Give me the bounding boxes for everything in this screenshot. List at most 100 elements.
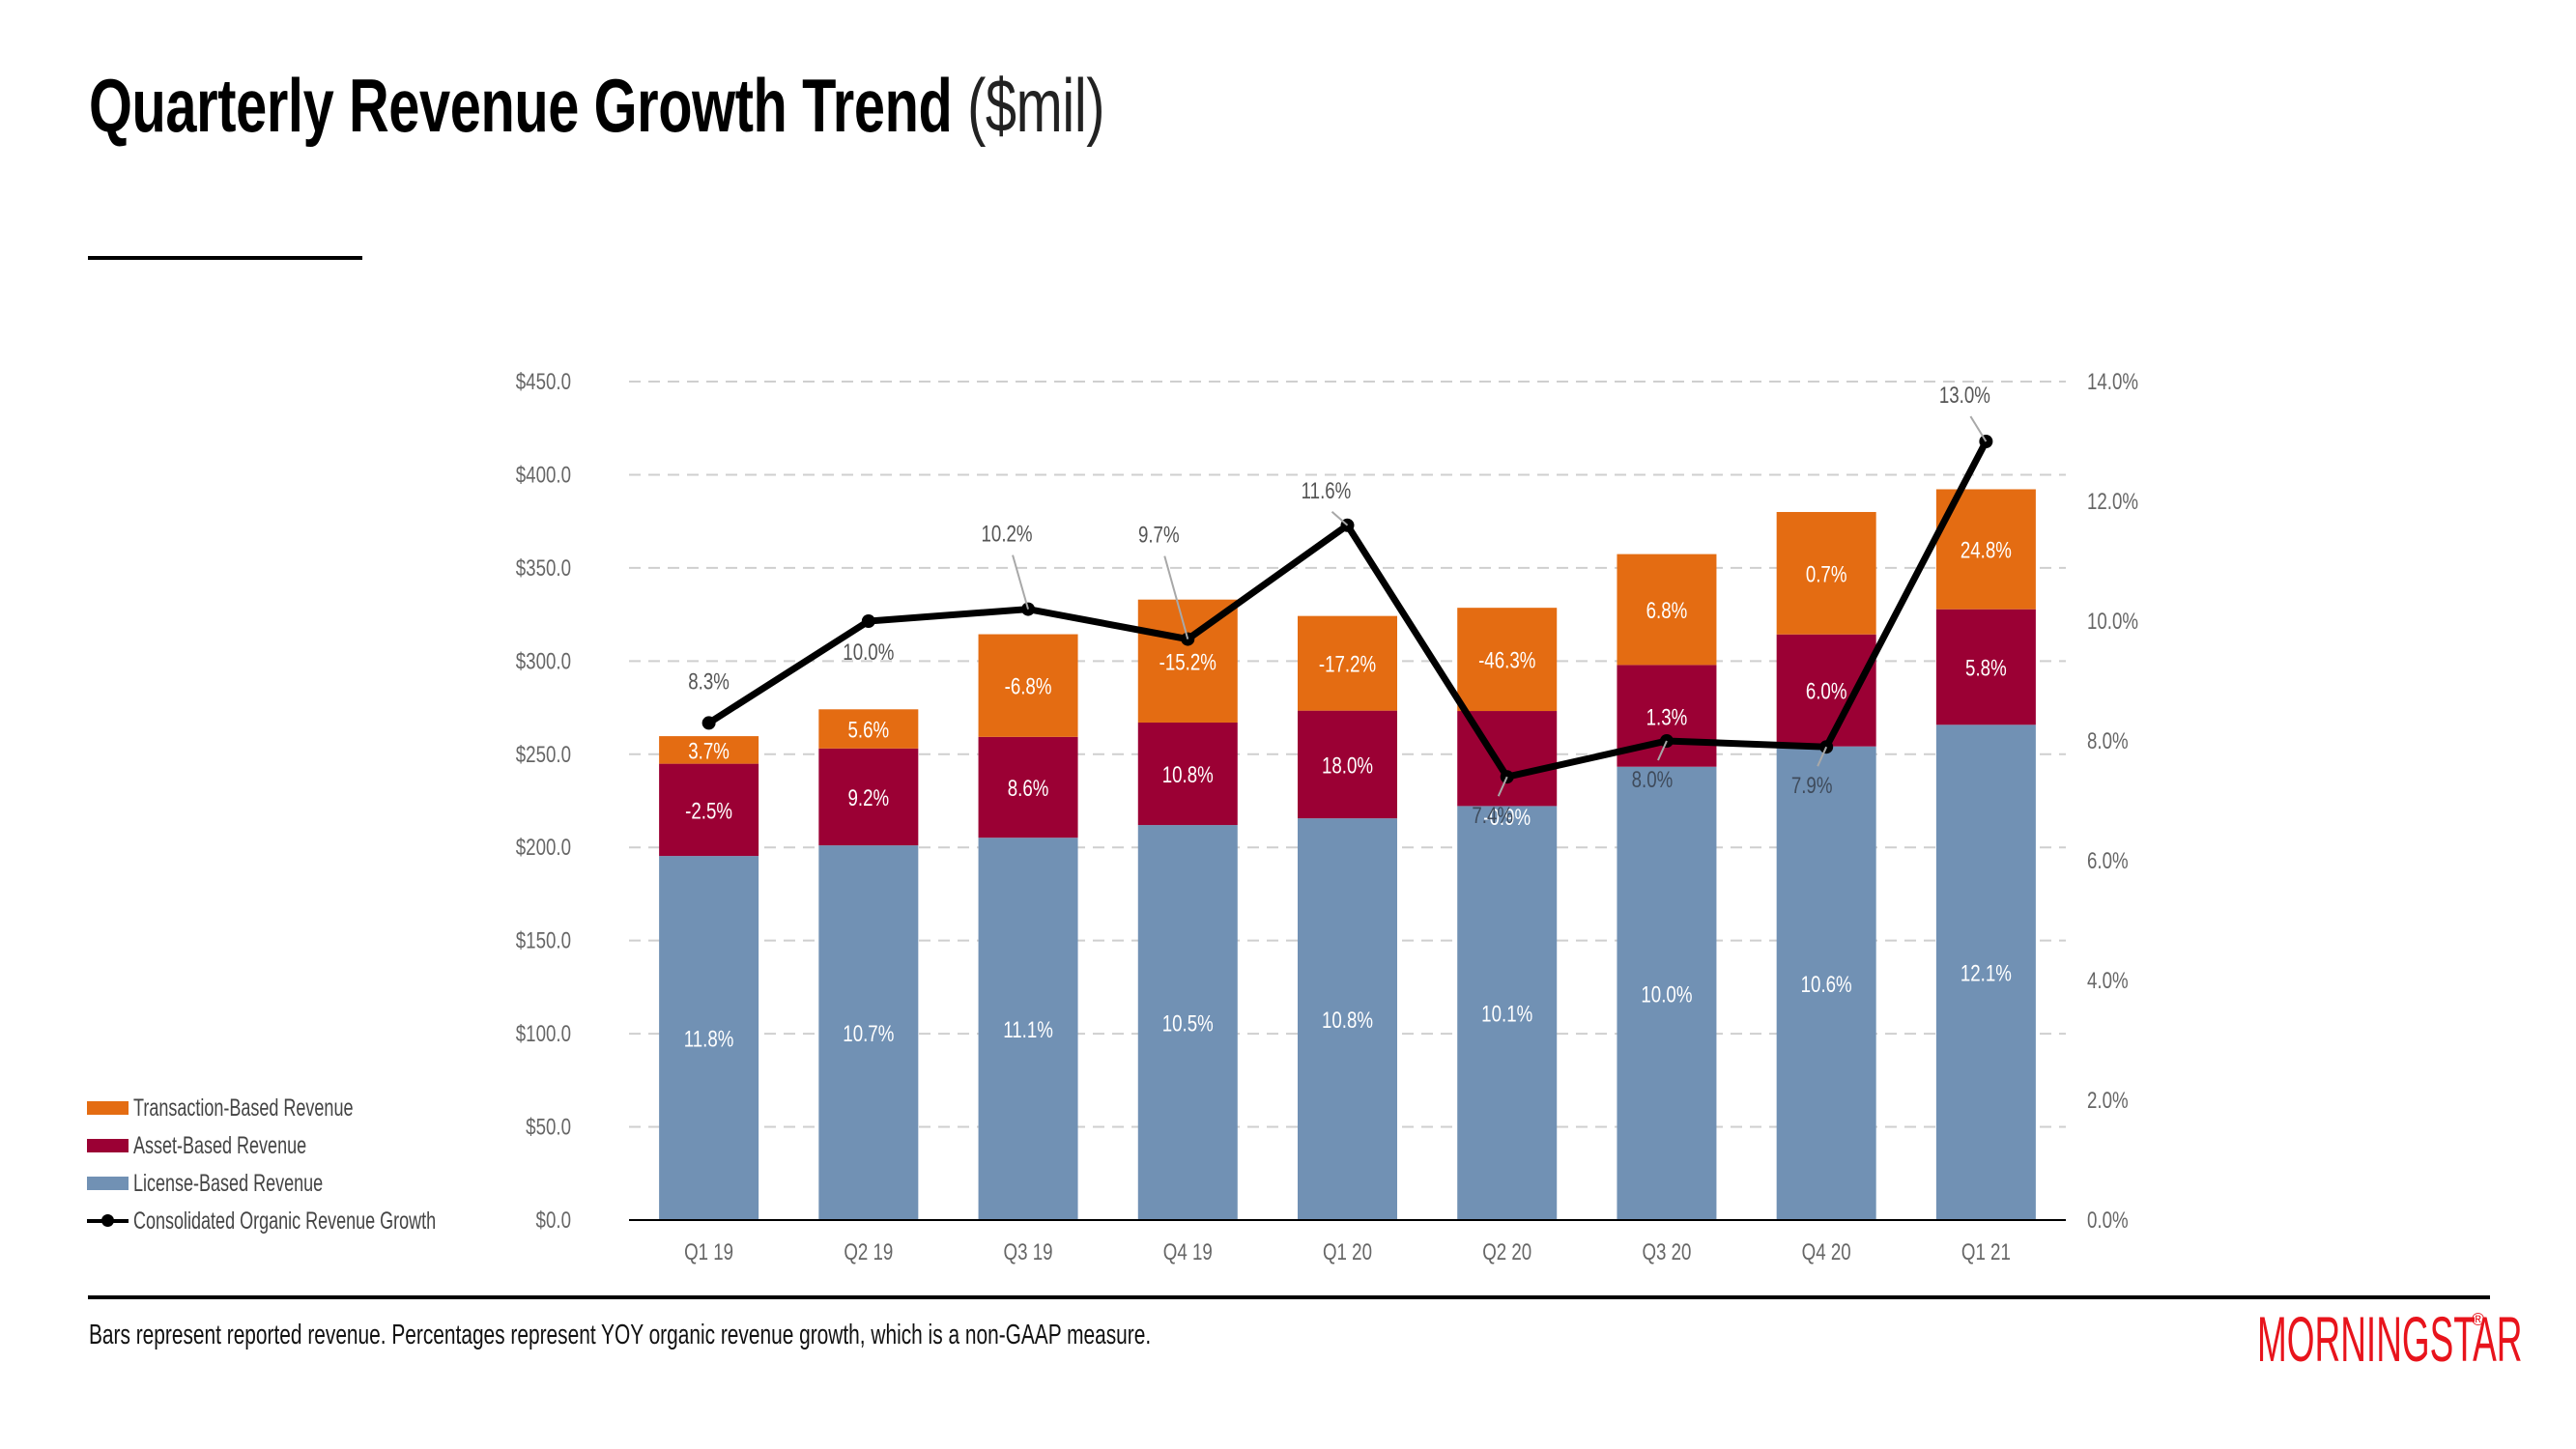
growth-label: 8.0%	[1632, 767, 1674, 793]
bar-label-transaction: 24.8%	[1961, 537, 2012, 563]
y2-tick-label: 4.0%	[2087, 968, 2129, 994]
bar-transaction	[1617, 554, 1717, 666]
growth-label-leader	[1817, 746, 1828, 767]
growth-label-leader	[1497, 776, 1508, 797]
left-axis: $0.0 $50.0 $100.0 $150.0 $200.0 $250.0 $300.0 $…	[516, 369, 571, 1234]
x-tick-label: Q4 20	[1802, 1239, 1851, 1265]
x-tick-label: Q3 20	[1642, 1239, 1691, 1265]
y-tick-label: $400.0	[516, 462, 571, 488]
legend-label-growth: Consolidated Organic Revenue Growth	[133, 1208, 437, 1235]
y2-tick-label: 6.0%	[2087, 848, 2129, 874]
bar-label-asset: -0.9%	[1483, 805, 1531, 831]
growth-label-leader	[1331, 511, 1349, 526]
y-tick-label: $150.0	[516, 927, 571, 953]
y-tick-label: $50.0	[526, 1114, 571, 1140]
growth-point-marker	[701, 716, 716, 730]
bar-label-asset: 9.2%	[848, 785, 890, 811]
y-tick-label: $450.0	[516, 369, 571, 395]
x-tick-label: Q2 19	[844, 1239, 893, 1265]
y-tick-label: $0.0	[536, 1208, 571, 1234]
bar-license	[978, 838, 1078, 1220]
growth-point-marker	[861, 614, 875, 628]
growth-label-leader	[1163, 555, 1189, 639]
y-tick-label: $300.0	[516, 648, 571, 674]
footer-rule	[88, 1295, 2490, 1299]
y-tick-label: $350.0	[516, 555, 571, 582]
legend-marker-growth	[101, 1214, 114, 1227]
bar-license	[1617, 766, 1717, 1220]
y-tick-label: $250.0	[516, 742, 571, 768]
bar-label-license: 10.8%	[1322, 1008, 1373, 1034]
bar-license	[1298, 818, 1397, 1220]
bar-label-transaction: 0.7%	[1806, 561, 1847, 587]
bar-label-transaction: 5.6%	[848, 717, 890, 743]
bar-license	[818, 845, 919, 1220]
bar-transaction	[1457, 608, 1558, 712]
bar-label-transaction: -17.2%	[1319, 651, 1376, 677]
x-tick-label: Q1 19	[684, 1239, 733, 1265]
x-tick-label: Q3 19	[1004, 1239, 1053, 1265]
page-title: Quarterly Revenue Growth Trend ($mil)	[89, 62, 1104, 149]
growth-labels: 8.3% 10.0% 10.2% 9.7% 11.6% 7.4% 8.0% 7.9% 13.0%	[688, 383, 1990, 829]
growth-label: 11.6%	[1302, 478, 1352, 504]
bar-label-license: 10.5%	[1162, 1010, 1214, 1037]
y2-tick-label: 12.0%	[2087, 489, 2138, 515]
bar-asset	[818, 748, 919, 846]
bar-label-transaction: -6.8%	[1005, 674, 1052, 700]
y-tick-label: $100.0	[516, 1021, 571, 1047]
x-tick-label: Q2 20	[1482, 1239, 1531, 1265]
growth-label-leader	[1657, 740, 1668, 761]
growth-label-leader	[1969, 415, 1988, 442]
bar-label-transaction: 3.7%	[688, 738, 730, 764]
title-main: Quarterly Revenue Growth Trend	[89, 63, 953, 148]
bar-label-asset: 8.6%	[1008, 776, 1049, 802]
x-tick-labels: Q1 19 Q2 19 Q3 19 Q4 19 Q1 20 Q2 20 Q3 20 Q4 20…	[684, 1239, 2011, 1265]
bar-label-asset: -2.5%	[685, 798, 732, 824]
bar-transaction	[1298, 615, 1397, 711]
bar-label-license: 12.1%	[1961, 960, 2012, 986]
growth-label: 7.9%	[1791, 773, 1833, 799]
y2-tick-label: 0.0%	[2087, 1208, 2129, 1234]
bar-transaction	[659, 736, 759, 764]
legend-swatch-asset	[87, 1139, 129, 1152]
y2-tick-label: 14.0%	[2087, 369, 2138, 395]
bar-license	[1137, 825, 1238, 1220]
bar-asset	[978, 736, 1078, 838]
legend-swatch-transaction	[87, 1101, 129, 1115]
logo-wordmark: MORNINGSTAR	[2257, 1303, 2523, 1375]
bar-label-license: 11.1%	[1003, 1017, 1053, 1043]
bar-license	[659, 856, 759, 1220]
bar-transaction	[1776, 512, 1876, 635]
bar-label-transaction: -46.3%	[1478, 647, 1535, 673]
bar-asset	[1137, 722, 1238, 826]
legend-swatch-license	[87, 1177, 129, 1190]
y2-tick-label: 10.0%	[2087, 609, 2138, 635]
title-unit: ($mil)	[967, 63, 1105, 148]
bar-labels: 11.8% -2.5% 3.7% 10.7% 9.2% 5.6% 11.1% 8.6% -6.8…	[684, 537, 2012, 1052]
y2-tick-label: 2.0%	[2087, 1088, 2129, 1114]
bar-label-license: 11.8%	[684, 1026, 734, 1052]
legend-label-asset: Asset-Based Revenue	[133, 1132, 307, 1159]
growth-label-leader	[1012, 554, 1030, 610]
x-tick-label: Q4 19	[1163, 1239, 1213, 1265]
y-tick-label: $200.0	[516, 835, 571, 861]
bar-label-asset: 18.0%	[1322, 753, 1373, 779]
morningstar-logo: MORNINGSTAR ®	[2257, 1303, 2576, 1375]
footnote: Bars represent reported revenue. Percent…	[89, 1320, 1152, 1350]
bar-asset	[1298, 710, 1397, 819]
bar-label-asset: 6.0%	[1806, 679, 1847, 705]
legend-label-license: License-Based Revenue	[133, 1170, 324, 1197]
growth-label: 8.3%	[688, 668, 730, 695]
bar-label-asset: 1.3%	[1646, 704, 1688, 730]
bar-label-transaction: -15.2%	[1159, 649, 1216, 675]
bar-label-license: 10.1%	[1481, 1002, 1532, 1028]
bar-label-asset: 5.8%	[1965, 655, 2007, 681]
registered-mark-icon: ®	[2472, 1310, 2485, 1329]
legend-label-transaction: Transaction-Based Revenue	[133, 1094, 354, 1122]
growth-label: 9.7%	[1138, 522, 1180, 548]
growth-label: 10.2%	[982, 521, 1033, 547]
y2-tick-label: 8.0%	[2087, 728, 2129, 754]
right-axis: 0.0% 2.0% 4.0% 6.0% 8.0% 10.0% 12.0% 14.0%	[2087, 369, 2138, 1234]
bar-label-asset: 10.8%	[1162, 762, 1214, 788]
